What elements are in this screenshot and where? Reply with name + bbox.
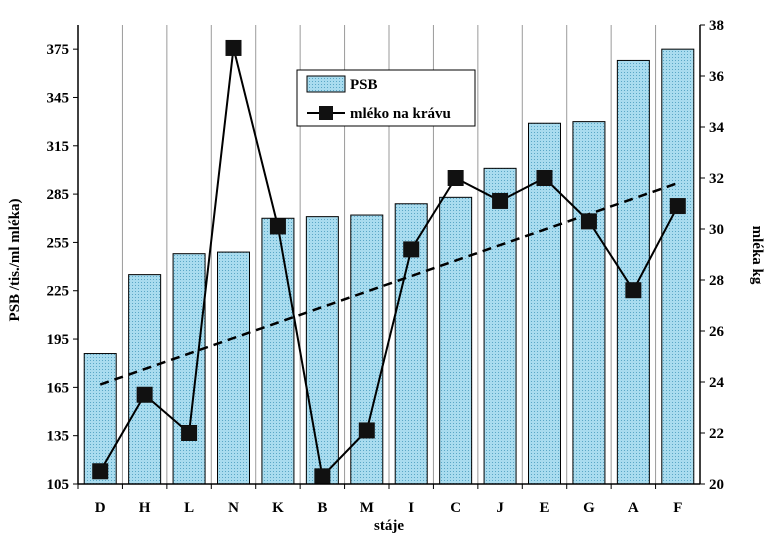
milk-marker [136, 386, 153, 403]
y2-tick-label: 26 [709, 324, 725, 340]
bar [661, 48, 695, 485]
milk-marker [580, 213, 597, 230]
x-tick-label: M [360, 500, 374, 516]
y-tick-label: 165 [47, 380, 70, 396]
x-tick-label: F [673, 500, 682, 516]
milk-marker [358, 422, 375, 439]
y2-tick-label: 22 [709, 426, 724, 442]
y-tick-label: 195 [47, 332, 70, 348]
milk-marker [314, 468, 331, 485]
y-axis-left-title: PSB /tis./ml mléka) [7, 199, 23, 322]
y-tick-label: 225 [47, 284, 70, 300]
bar [483, 167, 517, 485]
x-tick-label: C [450, 500, 461, 516]
legend-psb-label: PSB [350, 77, 378, 93]
bar [172, 253, 206, 485]
y-axis-right-ticks: 20 22 24 26 28 30 32 34 36 38 [700, 18, 725, 493]
x-axis-title: stáje [374, 518, 404, 534]
milk-marker [181, 425, 198, 441]
y2-tick-label: 20 [709, 477, 724, 493]
milk-marker [225, 39, 242, 56]
bar [350, 214, 384, 485]
x-tick-label: B [317, 500, 327, 516]
bar [217, 251, 250, 485]
bar [572, 121, 606, 485]
x-tick-label: A [628, 500, 639, 516]
milk-marker [269, 218, 286, 235]
milk-marker [447, 170, 464, 186]
bar-series [83, 48, 695, 485]
x-tick-label: H [139, 500, 151, 516]
x-tick-label: E [539, 500, 549, 516]
y2-tick-label: 24 [709, 375, 725, 391]
y2-tick-label: 32 [709, 171, 724, 187]
milk-marker [92, 463, 109, 480]
milk-marker [403, 241, 420, 258]
legend-psb-swatch [306, 75, 346, 93]
trend-line [99, 181, 679, 386]
y2-tick-label: 34 [709, 120, 725, 136]
y-axis-left-ticks: 105 135 165 195 225 255 285 315 345 375 [47, 42, 78, 493]
y2-tick-label: 36 [709, 69, 725, 85]
y2-tick-label: 28 [709, 273, 724, 289]
x-tick-label: D [95, 500, 106, 516]
y-axis-right-title: mléka kg [749, 226, 765, 285]
legend-milk-label: mléko na krávu [350, 106, 451, 122]
bar [261, 217, 295, 485]
x-tick-label: J [496, 500, 504, 516]
milk-marker [669, 198, 686, 215]
legend-milk-marker [319, 106, 333, 120]
y-tick-label: 285 [47, 187, 70, 203]
y2-tick-label: 38 [709, 18, 724, 34]
legend: PSB mléko na krávu [296, 69, 476, 127]
line-series [92, 39, 686, 485]
y-tick-label: 255 [47, 235, 70, 251]
y-tick-label: 345 [47, 90, 70, 106]
y-tick-label: 135 [47, 429, 70, 445]
x-tick-label: K [272, 500, 284, 516]
bar [305, 216, 339, 485]
milk-marker [492, 192, 509, 209]
y-tick-label: 375 [47, 42, 70, 58]
x-tick-label: I [408, 500, 414, 516]
y-tick-label: 315 [47, 139, 70, 155]
x-tick-label: G [583, 500, 595, 516]
y-tick-label: 105 [47, 477, 70, 493]
bar [439, 196, 473, 485]
trend-line-path [99, 181, 679, 386]
x-tick-label: L [184, 500, 194, 516]
milk-marker [536, 170, 553, 186]
y2-tick-label: 30 [709, 222, 724, 238]
x-tick-label: N [228, 500, 239, 516]
bar [128, 274, 162, 485]
milk-marker [625, 282, 642, 299]
